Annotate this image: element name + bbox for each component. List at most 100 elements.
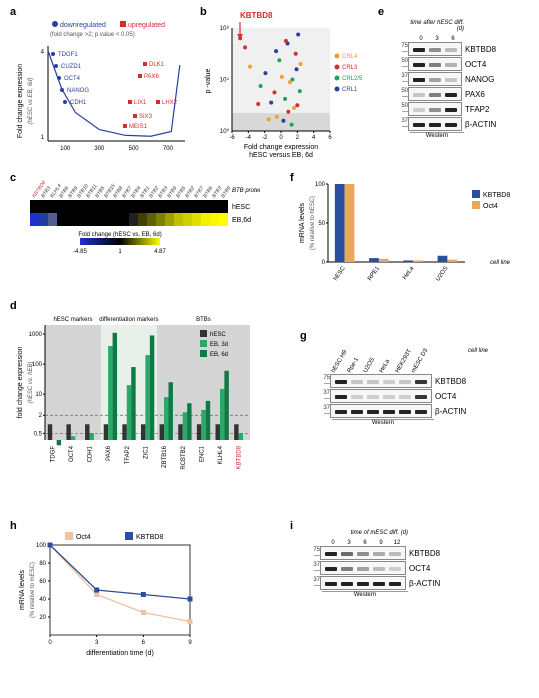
panel-f-chart: 050100mRNA levels(% relative to hESC)hES… (290, 172, 530, 292)
svg-text:2: 2 (39, 413, 43, 419)
svg-text:2: 2 (296, 135, 300, 141)
svg-text:ENC1: ENC1 (199, 445, 205, 462)
svg-text:100: 100 (315, 182, 326, 188)
svg-text:upregulated: upregulated (128, 22, 165, 29)
panel-e-blots: time after hESC diff. (d)03675—KBTBD850—… (396, 20, 531, 139)
svg-text:80: 80 (39, 561, 46, 567)
svg-text:100: 100 (60, 146, 71, 152)
svg-text:CRL2/5: CRL2/5 (342, 76, 363, 82)
svg-text:U2OS: U2OS (435, 266, 449, 283)
svg-text:cell line: cell line (490, 260, 511, 266)
svg-text:CRL4: CRL4 (342, 54, 358, 60)
svg-text:6: 6 (142, 640, 146, 646)
svg-text:(fold change >2; p value < 0.0: (fold change >2; p value < 0.05) (50, 32, 135, 38)
svg-text:Fold change (hESC vs. EB, 6d): Fold change (hESC vs. EB, 6d) (78, 232, 161, 238)
svg-text:TFAP2: TFAP2 (125, 445, 131, 464)
svg-text:10⁸: 10⁸ (220, 25, 230, 32)
svg-text:LHX2: LHX2 (162, 100, 178, 106)
svg-text:PAX6: PAX6 (106, 445, 112, 461)
svg-text:LIX1: LIX1 (134, 100, 147, 106)
panel-a-chart: downregulated upregulated (fold change >2;… (10, 6, 190, 166)
svg-text:500: 500 (129, 146, 140, 152)
svg-text:0: 0 (322, 260, 326, 266)
svg-text:0.5: 0.5 (34, 431, 43, 437)
svg-text:(hESC vs. hEB): (hESC vs. hEB) (28, 361, 34, 403)
svg-text:TDGF1: TDGF1 (58, 52, 78, 58)
svg-text:hESC: hESC (210, 332, 226, 338)
svg-text:ZBTB16: ZBTB16 (162, 445, 168, 468)
panel-d: d hESC markersdifferentiation markersBTB… (10, 300, 260, 490)
svg-text:Oct4: Oct4 (483, 203, 498, 210)
svg-text:KBTBD8: KBTBD8 (240, 11, 273, 20)
svg-text:TDGF: TDGF (50, 446, 56, 463)
svg-text:OCT4: OCT4 (64, 76, 81, 82)
svg-text:PAX6: PAX6 (144, 74, 160, 80)
panel-h: h 204060801000369mRNA levels(% relative … (10, 520, 230, 670)
svg-text:1000: 1000 (29, 332, 43, 338)
panel-i: i time of mESC diff. (d)03691275—KBTBD83… (290, 520, 510, 640)
svg-text:p -value: p -value (205, 68, 212, 93)
svg-text:100: 100 (36, 543, 47, 549)
svg-text:RPE1: RPE1 (367, 265, 381, 282)
svg-text:KBTBD8: KBTBD8 (237, 445, 243, 469)
svg-text:10: 10 (35, 392, 42, 398)
svg-text:CDH1: CDH1 (88, 445, 94, 462)
panel-h-label: h (10, 520, 17, 532)
panel-a-label: a (10, 6, 16, 18)
svg-text:(% relative to hESC): (% relative to hESC) (310, 196, 316, 250)
svg-text:fold change expression: fold change expression (17, 346, 24, 418)
svg-text:KBTBD8: KBTBD8 (483, 192, 510, 199)
svg-text:differentiation time (d): differentiation time (d) (86, 650, 154, 657)
svg-text:HeLa: HeLa (402, 265, 416, 281)
svg-text:10⁴: 10⁴ (220, 77, 230, 84)
panel-a: a downregulated upregulated (fold change >… (10, 6, 190, 166)
svg-text:hESC: hESC (333, 265, 347, 282)
svg-text:EB, 6d: EB, 6d (210, 352, 228, 358)
svg-text:SIX3: SIX3 (139, 114, 153, 120)
svg-text:BTB9: BTB9 (220, 185, 232, 199)
svg-text:RCBTB2: RCBTB2 (181, 445, 187, 469)
svg-text:-4: -4 (246, 135, 252, 141)
svg-text:ZIC1: ZIC1 (144, 445, 150, 459)
svg-text:-6: -6 (229, 135, 235, 141)
svg-text:40: 40 (39, 597, 46, 603)
panel-e: e time after hESC diff. (d)03675—KBTBD85… (378, 6, 533, 166)
svg-text:0: 0 (279, 135, 283, 141)
panel-b: b KBTBD8p -value10⁰10⁴10⁸-6-4-20246Fold … (200, 6, 370, 166)
panel-i-label: i (290, 520, 293, 532)
svg-text:Fold change expression: Fold change expression (244, 144, 318, 151)
svg-text:10⁰: 10⁰ (220, 128, 230, 135)
svg-text:1: 1 (41, 135, 45, 141)
svg-text:KBTBD8: KBTBD8 (136, 534, 163, 541)
svg-text:1: 1 (118, 249, 122, 255)
svg-text:hESC markers: hESC markers (53, 317, 92, 323)
panel-h-chart: 204060801000369mRNA levels(% relative to… (10, 520, 230, 670)
svg-text:EB,6d: EB,6d (232, 217, 251, 224)
panel-b-chart: KBTBD8p -value10⁰10⁴10⁸-6-4-20246Fold ch… (200, 6, 370, 166)
svg-text:mRNA levels: mRNA levels (19, 569, 26, 610)
panel-f-label: f (290, 172, 294, 184)
panel-d-chart: hESC markers differentiation markers BTBs 0… (10, 300, 260, 490)
panel-g-label: g (300, 330, 307, 342)
svg-text:20: 20 (39, 615, 46, 621)
svg-text:60: 60 (39, 579, 46, 585)
svg-text:NANOG: NANOG (67, 88, 89, 94)
svg-text:mRNA levels: mRNA levels (299, 202, 306, 243)
svg-text:BTBs: BTBs (196, 317, 211, 323)
svg-text:MEIS1: MEIS1 (129, 124, 148, 130)
svg-text:700: 700 (163, 146, 174, 152)
svg-text:9: 9 (188, 640, 192, 646)
svg-text:differentiation markers: differentiation markers (99, 317, 158, 323)
panel-g: g hESC H9Rpe-1U2OSHeLaHEK293TmESC D375—K… (300, 330, 520, 450)
svg-text:-2: -2 (262, 135, 268, 141)
svg-text:CRL3: CRL3 (342, 65, 358, 71)
svg-text:hESC: hESC (232, 204, 250, 211)
svg-text:DLK1: DLK1 (149, 62, 165, 68)
panel-b-label: b (200, 6, 207, 18)
svg-text:Oct4: Oct4 (76, 534, 91, 541)
svg-text:downregulated: downregulated (60, 22, 106, 29)
svg-text:0: 0 (48, 640, 52, 646)
svg-text:3: 3 (95, 640, 99, 646)
svg-text:CRL1: CRL1 (342, 87, 358, 93)
svg-text:CUZD1: CUZD1 (61, 64, 82, 70)
